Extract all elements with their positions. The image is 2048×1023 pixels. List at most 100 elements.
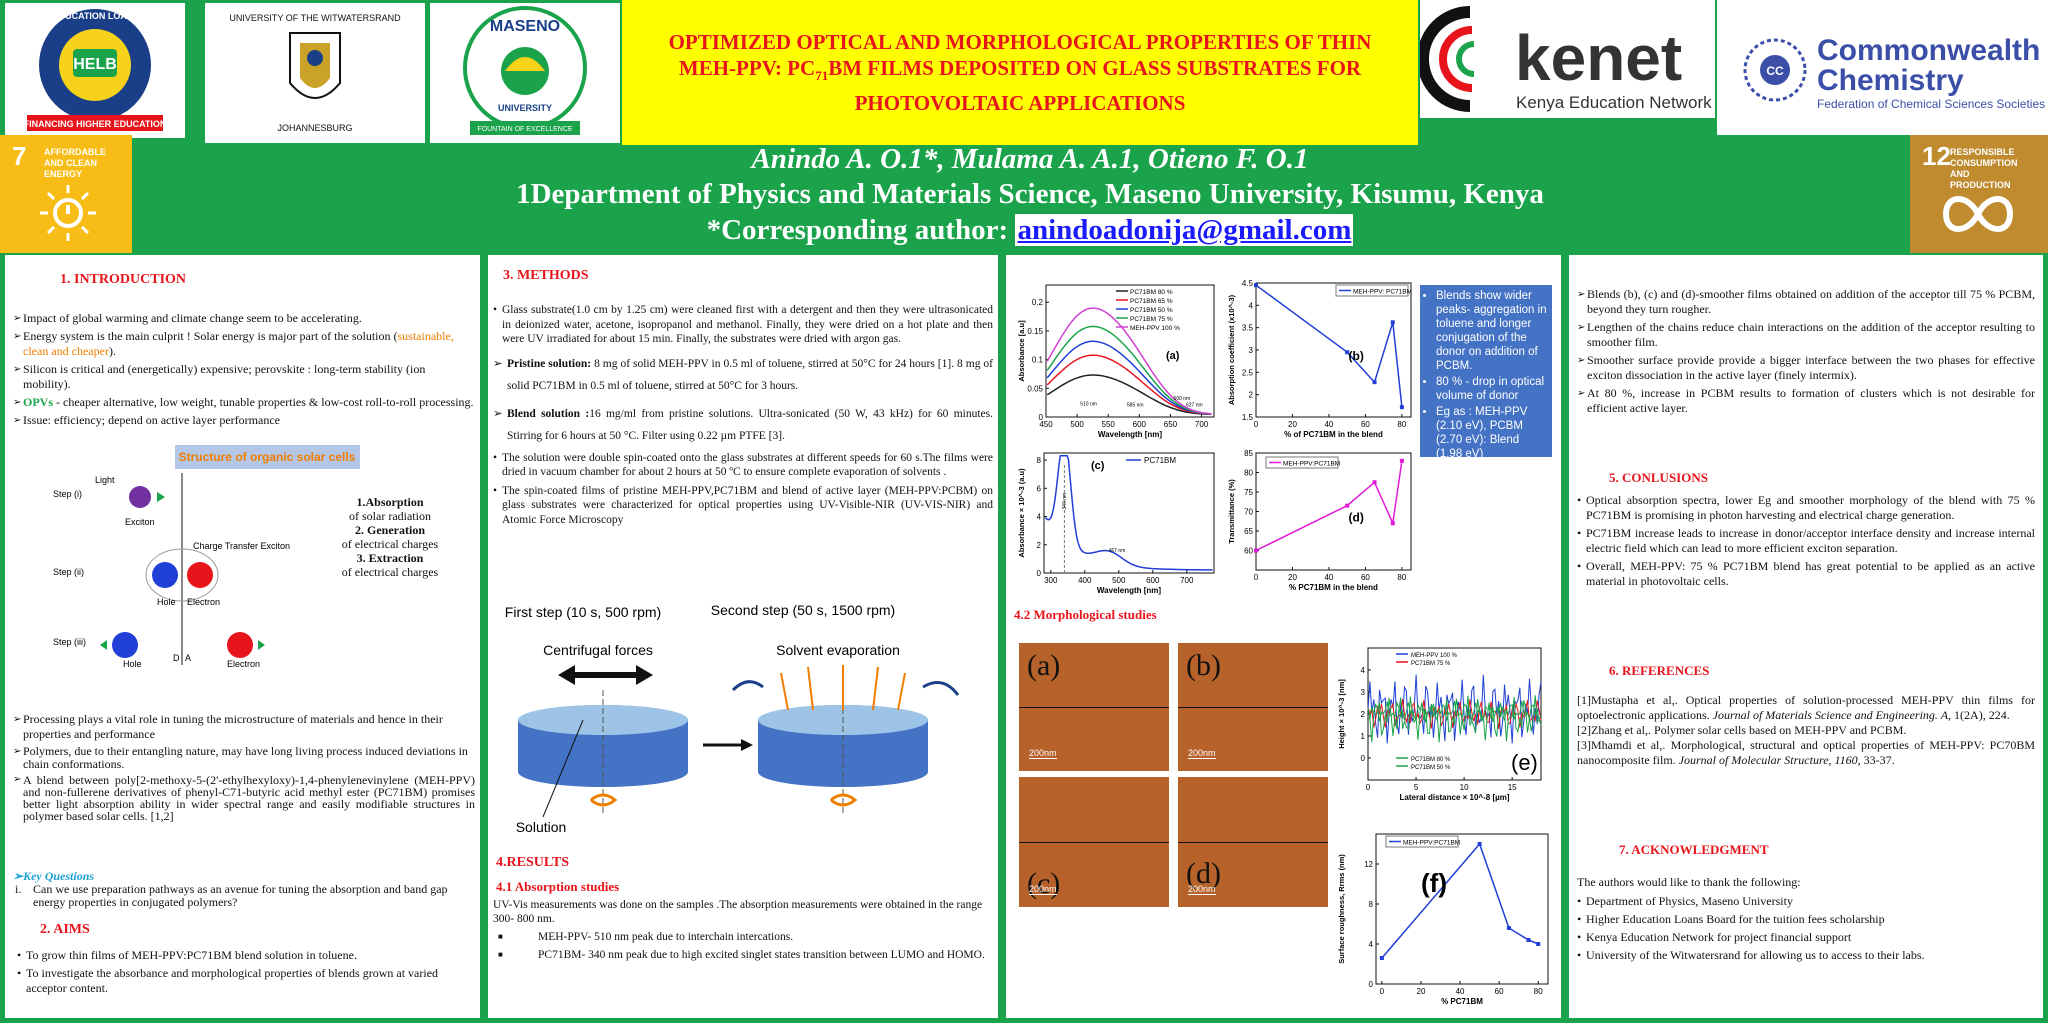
data-point: [1254, 548, 1258, 553]
plot-frame: [1375, 833, 1549, 985]
svg-text:Commonwealth: Commonwealth: [1817, 34, 2040, 67]
maseno-logo: MASENO UNIVERSITY FOUNTAIN OF EXCELLENCE: [430, 3, 620, 143]
references-heading: 6. REFERENCES: [1609, 663, 1710, 678]
svg-text:Centrifugal forces: Centrifugal forces: [543, 642, 653, 658]
y-tick-label: 2.5: [1242, 368, 1254, 377]
x-tick-label: 40: [1456, 987, 1465, 996]
sdg7-label: AFFORDABLE AND CLEAN ENERGY: [44, 147, 106, 179]
annotation: 627 nm: [1186, 403, 1203, 409]
y-tick-label: 3: [1249, 346, 1254, 355]
x-axis-label: Wavelength [nm]: [1097, 586, 1161, 595]
column-results: 450 500 550 600 650 700 0 0.05 0.1 0.15 0.2 Wavelen…: [1006, 255, 1561, 1018]
svg-text:UNIVERSITY OF THE WITWATERSRAN: UNIVERSITY OF THE WITWATERSRAND: [229, 13, 401, 23]
x-axis-label: Wavelength [nm]: [1098, 430, 1162, 439]
x-tick-label: 700: [1195, 420, 1209, 429]
y-tick-label: 8: [1037, 456, 1042, 465]
x-tick-label: 500: [1112, 576, 1126, 585]
svg-text:Electron: Electron: [187, 597, 220, 607]
osc-steps: 1.Absorption of solar radiation 2. Genera…: [341, 495, 439, 579]
x-tick-label: 15: [1508, 783, 1517, 792]
annotation: 467 nm: [1109, 548, 1126, 554]
acknowledgment-heading: 7. ACKNOWLEDGMENT: [1619, 842, 1769, 857]
reference-item: [3]Mhamdi et al,. Morphological, structu…: [1577, 738, 2035, 767]
kenet-logo: kenet Kenya Education Network: [1417, 0, 1715, 118]
list-item: To investigate the absorbance and morpho…: [17, 966, 457, 996]
svg-text:Step (i): Step (i): [53, 489, 82, 499]
series-line: [1255, 284, 1403, 408]
poster-title-box: OPTIMIZED OPTICAL AND MORPHOLOGICAL PROP…: [622, 0, 1418, 145]
y-tick-label: 70: [1244, 508, 1253, 517]
x-tick-label: 0: [1254, 573, 1259, 582]
sdg12-label: RESPONSIBLE CONSUMPTION AND PRODUCTION: [1950, 147, 2018, 190]
legend-label: MEH-PPV 100 %: [1411, 653, 1458, 659]
legend-label: PC71BM 80 %: [1130, 289, 1173, 296]
series-line: [1381, 842, 1539, 959]
data-point: [1399, 458, 1404, 463]
series-line: [1046, 325, 1212, 415]
x-tick-label: 60: [1361, 420, 1370, 429]
x-tick-label: 80: [1397, 420, 1406, 429]
y-tick-label: 1.5: [1242, 413, 1254, 422]
data-point: [1536, 942, 1541, 946]
x-tick-label: 300: [1044, 576, 1058, 585]
data-point: [1390, 521, 1395, 526]
legend-label: MEH-PPV:PC71BM: [1283, 461, 1340, 468]
email-link[interactable]: anindoadonija@gmail.com: [1015, 214, 1354, 246]
chart-absorbance-blends: 450 500 550 600 650 700 0 0.05 0.1 0.15 0.2 Wavelen…: [1016, 277, 1221, 447]
y-tick-label: 4: [1037, 513, 1042, 522]
svg-text:HIGHER EDUCATION LOANS BOARD: HIGHER EDUCATION LOANS BOARD: [15, 11, 175, 21]
x-tick-label: 20: [1288, 573, 1297, 582]
x-tick-label: 650: [1164, 420, 1178, 429]
x-tick-label: 20: [1417, 987, 1426, 996]
list-item: 80 % - drop in optical volume of donor: [1436, 375, 1548, 403]
data-point: [1345, 350, 1350, 355]
list-item: Silicon is critical and (energetically) …: [13, 362, 475, 392]
svg-text:Solvent evaporation: Solvent evaporation: [776, 642, 900, 658]
chart-absorption-coefficient: 0 20 40 60 80 1.5 2 2.5 3 3.5 4 4.5 % of PC71BM in t…: [1226, 277, 1416, 447]
legend-label: PC71BM 65 %: [1130, 298, 1173, 305]
data-point: [1390, 320, 1395, 325]
y-axis-label: Height × 10^-3 [nm]: [1337, 679, 1346, 749]
series-line: [1367, 695, 1542, 743]
series-line: [1367, 674, 1542, 744]
list-item: Polymers, due to their entangling nature…: [13, 745, 475, 771]
x-axis-label: Lateral distance × 10^-8 [µm]: [1400, 793, 1510, 802]
data-point: [1477, 842, 1482, 846]
svg-text:Exciton: Exciton: [125, 517, 155, 527]
helb-logo: HELB HIGHER EDUCATION LOANS BOARD FINANC…: [5, 3, 185, 138]
sdg7-badge: 7 AFFORDABLE AND CLEAN ENERGY: [0, 135, 132, 253]
morphology-subheading: 4.2 Morphological studies: [1014, 607, 1157, 622]
list-item: Blends (b), (c) and (d)-smoother films o…: [1577, 287, 2035, 317]
list-item: Impact of global warming and climate cha…: [13, 311, 475, 326]
sdg7-number: 7: [12, 141, 27, 171]
authors-line: Anindo A. O.1*, Mulama A. A.1, Otieno F.…: [751, 143, 1309, 175]
list-item: Higher Education Loans Board for the tui…: [1577, 912, 2035, 927]
legend-label: MEH-PPV 100 %: [1130, 325, 1180, 332]
legend-label: PC71BM 50 %: [1411, 765, 1451, 771]
x-tick-label: 0: [1380, 987, 1385, 996]
svg-text:HELB: HELB: [73, 56, 117, 73]
list-item: To grow thin films of MEH-PPV:PC71BM ble…: [17, 948, 457, 963]
corresponding-line: *Corresponding author: anindoadonija@gma…: [706, 214, 1354, 246]
x-tick-label: 500: [1070, 420, 1084, 429]
x-tick-label: 700: [1180, 576, 1194, 585]
list-item: Kenya Education Network for project fina…: [1577, 930, 2035, 945]
y-axis-label: Transmittance (%): [1227, 479, 1236, 544]
x-tick-label: 10: [1460, 783, 1469, 792]
svg-text:Chemistry: Chemistry: [1817, 64, 1964, 97]
list-item: Blends show wider peaks- aggregation in …: [1436, 289, 1548, 373]
svg-text:Second step (50 s, 1500 rpm): Second step (50 s, 1500 rpm): [711, 602, 895, 618]
data-point: [1379, 956, 1384, 960]
annotation: 585 nm: [1127, 403, 1144, 409]
list-item: A blend between poly[2-methoxy-5-(2'-eth…: [13, 774, 475, 822]
svg-text:Light: Light: [95, 475, 115, 485]
svg-text:Structure of organic solar cel: Structure of organic solar cells: [179, 450, 356, 464]
svg-text:Step (iii): Step (iii): [53, 637, 86, 647]
svg-text:UNIVERSITY: UNIVERSITY: [498, 103, 552, 113]
annotation: 600 nm: [1174, 396, 1191, 402]
y-tick-label: 0.1: [1032, 356, 1044, 365]
x-tick-label: 80: [1534, 987, 1543, 996]
wits-logo: UNIVERSITY OF THE WITWATERSRAND JOHANNES…: [205, 3, 425, 143]
infinity-icon: [1942, 196, 2014, 232]
y-tick-label: 4: [1369, 940, 1374, 949]
